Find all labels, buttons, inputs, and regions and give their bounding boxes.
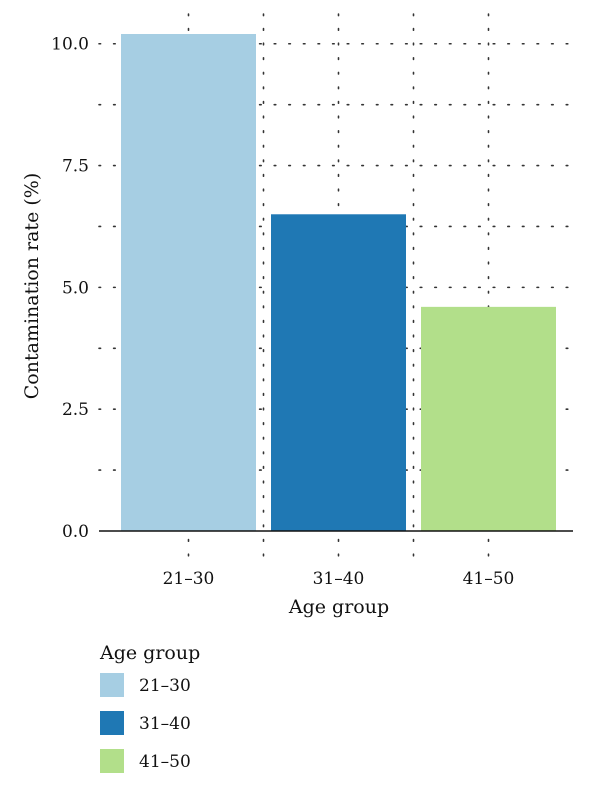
y-tick-label: 0.0 <box>62 522 89 542</box>
bar-41–50 <box>421 306 556 531</box>
x-tick-label: 21–30 <box>163 569 215 589</box>
bar-31–40 <box>271 214 406 532</box>
y-axis-title: Contamination rate (%) <box>21 173 43 399</box>
legend-label-31–40: 31–40 <box>139 714 191 734</box>
y-tick-label: 10.0 <box>51 35 89 55</box>
x-tick-label: 31–40 <box>313 569 365 589</box>
legend-items: 21–30 31–40 41–50 <box>100 673 191 773</box>
legend-swatch-31–40 <box>100 711 124 735</box>
x-axis-title: Age group <box>288 596 389 618</box>
y-tick-label: 7.5 <box>62 157 89 177</box>
legend-label-21–30: 21–30 <box>139 676 191 696</box>
y-tick-label: 5.0 <box>62 278 89 298</box>
legend: Age group 21–30 31–40 41–50 <box>99 642 200 773</box>
legend-swatch-21–30 <box>100 673 124 697</box>
bars-layer <box>121 34 556 532</box>
legend-title: Age group <box>99 642 200 664</box>
legend-swatch-41–50 <box>100 749 124 773</box>
x-tick-label: 41–50 <box>463 569 515 589</box>
bar-21–30 <box>121 34 256 531</box>
axis-layer: 0.0 2.5 5.0 7.5 10.0 21–30 31–40 41–50 <box>51 35 573 589</box>
legend-label-41–50: 41–50 <box>139 752 191 772</box>
y-tick-label: 2.5 <box>62 400 89 420</box>
